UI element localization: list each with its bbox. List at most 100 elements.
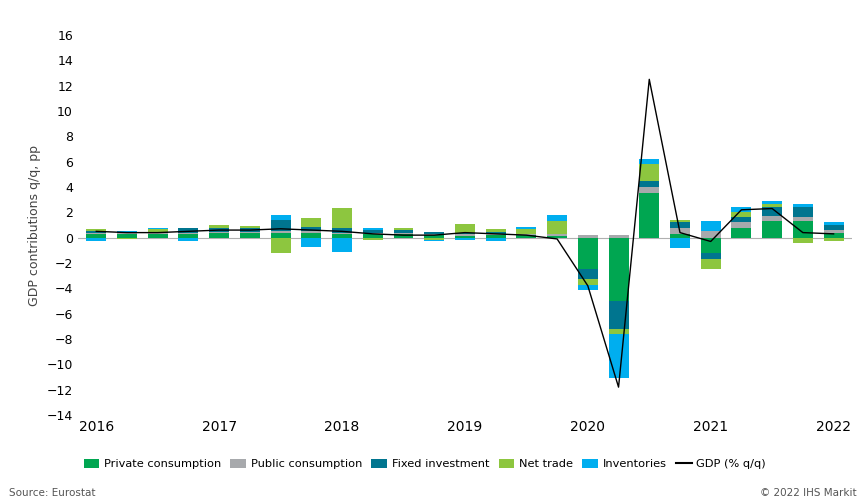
Bar <box>793 238 813 242</box>
Bar <box>823 230 843 232</box>
Bar <box>332 234 352 237</box>
Bar <box>823 232 843 237</box>
Bar <box>455 236 475 238</box>
Bar <box>86 238 106 241</box>
Bar <box>670 228 690 234</box>
Bar <box>548 216 567 220</box>
Bar <box>639 159 659 164</box>
Bar <box>823 222 843 225</box>
Bar <box>793 204 813 208</box>
Bar <box>455 238 475 240</box>
Bar <box>240 232 260 233</box>
Bar <box>86 230 106 232</box>
Bar <box>548 236 567 238</box>
Bar <box>394 228 413 230</box>
Bar <box>209 233 229 237</box>
Bar <box>701 259 721 270</box>
Bar <box>793 208 813 218</box>
Bar <box>609 235 629 238</box>
Bar <box>148 233 168 234</box>
Bar <box>485 235 506 238</box>
Bar <box>670 220 690 222</box>
Bar <box>578 238 598 270</box>
Bar <box>609 334 629 378</box>
Bar <box>362 230 382 233</box>
Bar <box>209 228 229 232</box>
Bar <box>178 232 198 234</box>
Bar <box>823 238 843 242</box>
Bar <box>609 301 629 329</box>
Bar <box>732 228 752 237</box>
Bar <box>178 238 198 241</box>
Bar <box>455 224 475 233</box>
Bar <box>762 204 782 208</box>
Bar <box>578 270 598 280</box>
Bar <box>362 238 382 240</box>
Bar <box>485 234 506 235</box>
Bar <box>240 226 260 228</box>
Bar <box>732 222 752 228</box>
Bar <box>548 220 567 234</box>
Bar <box>209 225 229 228</box>
Bar <box>332 238 352 252</box>
Bar <box>455 233 475 234</box>
Bar <box>424 238 445 240</box>
Bar <box>86 229 106 230</box>
Bar <box>148 232 168 233</box>
Bar <box>271 232 291 237</box>
Bar <box>701 232 721 237</box>
Bar <box>240 228 260 232</box>
Bar <box>301 232 321 237</box>
Bar <box>639 194 659 238</box>
Bar <box>424 240 445 242</box>
Bar <box>609 329 629 334</box>
Bar <box>639 164 659 180</box>
Bar <box>701 221 721 232</box>
Bar <box>516 234 536 235</box>
Legend: Private consumption, Public consumption, Fixed investment, Net trade, Inventorie: Private consumption, Public consumption,… <box>84 458 766 469</box>
Bar <box>516 229 536 234</box>
Bar <box>117 234 137 238</box>
Bar <box>793 221 813 238</box>
Bar <box>271 215 291 220</box>
Bar <box>485 229 506 232</box>
Bar <box>732 206 752 212</box>
Bar <box>301 238 321 246</box>
Bar <box>732 212 752 217</box>
Bar <box>240 233 260 237</box>
Bar <box>670 234 690 237</box>
Y-axis label: GDP contributions q/q, pp: GDP contributions q/q, pp <box>28 144 41 306</box>
Bar <box>516 235 536 238</box>
Bar <box>548 234 567 236</box>
Bar <box>701 253 721 259</box>
Bar <box>332 208 352 228</box>
Bar <box>178 228 198 232</box>
Text: © 2022 IHS Markit: © 2022 IHS Markit <box>759 488 856 498</box>
Bar <box>394 230 413 233</box>
Bar <box>762 201 782 204</box>
Text: Eurozone real GDP growth recently boosted by inventories: Eurozone real GDP growth recently booste… <box>10 10 497 26</box>
Bar <box>762 221 782 238</box>
Bar <box>424 235 445 238</box>
Bar <box>362 234 382 238</box>
Bar <box>424 234 445 235</box>
Bar <box>455 234 475 236</box>
Bar <box>609 238 629 301</box>
Bar <box>301 227 321 232</box>
Bar <box>117 232 137 233</box>
Bar <box>178 234 198 237</box>
Bar <box>148 234 168 238</box>
Bar <box>271 220 291 232</box>
Bar <box>639 187 659 194</box>
Bar <box>424 232 445 234</box>
Bar <box>732 217 752 222</box>
Text: Source: Eurostat: Source: Eurostat <box>9 488 95 498</box>
Bar <box>362 228 382 230</box>
Bar <box>271 238 291 253</box>
Bar <box>86 234 106 237</box>
Bar <box>578 235 598 238</box>
Bar <box>86 232 106 234</box>
Bar <box>701 238 721 253</box>
Bar <box>117 233 137 234</box>
Bar <box>670 222 690 228</box>
